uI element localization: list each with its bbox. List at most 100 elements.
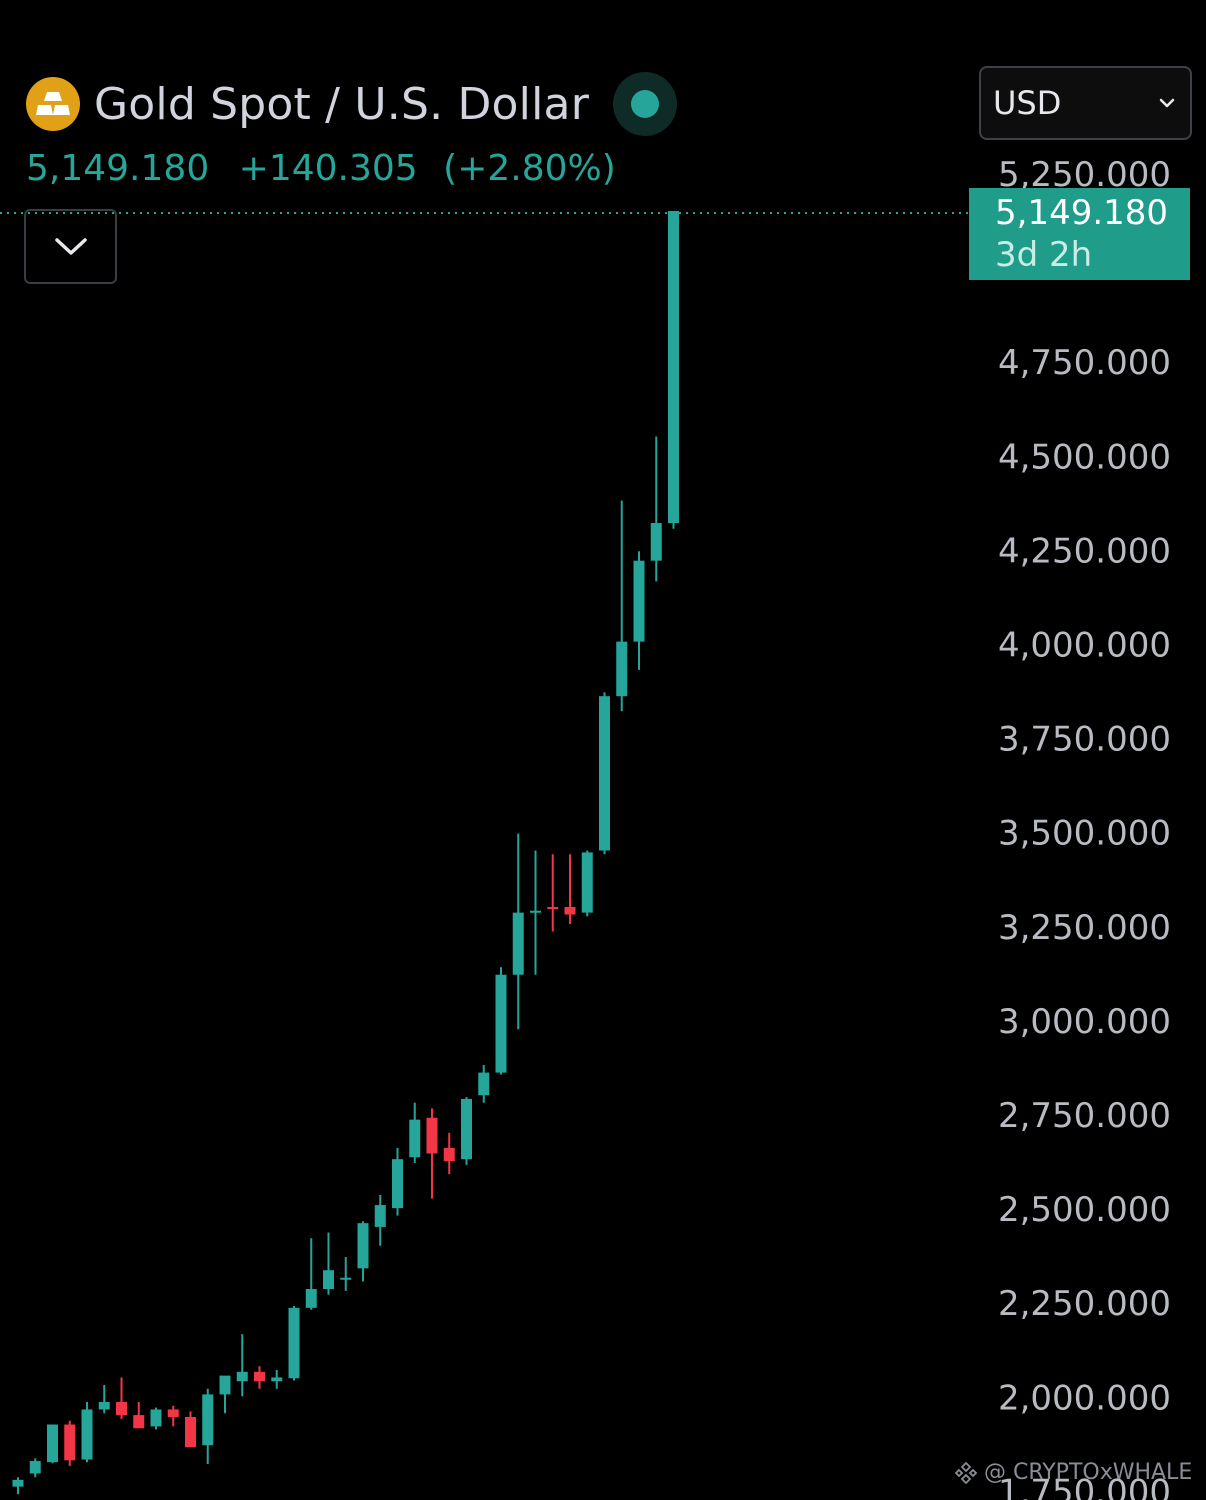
candle-body <box>650 523 662 561</box>
candle[interactable] <box>530 850 541 975</box>
candle[interactable] <box>323 1232 334 1295</box>
symbol-title: Gold Spot / U.S. Dollar <box>94 78 589 130</box>
candle[interactable] <box>81 1401 93 1463</box>
y-tick-label: 4,500.000 <box>998 437 1171 477</box>
candle-body <box>219 1375 231 1395</box>
candle[interactable] <box>599 692 610 855</box>
candle[interactable] <box>167 1405 179 1427</box>
candle-body <box>236 1371 248 1382</box>
candle-body <box>478 1072 490 1096</box>
price-change-percent: (+2.80%) <box>443 148 616 189</box>
live-status-dot-icon <box>612 72 677 136</box>
price-label-value: 5,149.180 <box>995 193 1169 233</box>
y-tick-label: 3,000.000 <box>998 1002 1171 1042</box>
y-tick-label: 4,250.000 <box>998 531 1171 571</box>
chevron-down-icon <box>54 237 87 255</box>
currency-select[interactable]: USD <box>979 66 1192 140</box>
price-change: +140.305 <box>238 148 418 189</box>
candle-body <box>530 910 541 913</box>
candle-body <box>547 906 559 909</box>
candle-body <box>495 974 507 1073</box>
candle[interactable] <box>64 1420 76 1466</box>
candle[interactable] <box>150 1407 162 1430</box>
candle[interactable] <box>116 1377 127 1419</box>
symbol-header[interactable]: Gold Spot / U.S. Dollar <box>26 72 677 136</box>
candle-body <box>288 1307 300 1379</box>
candle-body <box>305 1289 317 1308</box>
candle[interactable] <box>650 436 662 582</box>
candle[interactable] <box>12 1477 24 1495</box>
candle-body <box>409 1119 421 1158</box>
candle[interactable] <box>633 551 645 670</box>
candle[interactable] <box>288 1305 300 1381</box>
candles <box>12 210 679 1495</box>
candle-body <box>29 1461 41 1474</box>
candle[interactable] <box>616 500 628 712</box>
candle[interactable] <box>443 1132 455 1175</box>
y-tick-label: 2,500.000 <box>998 1190 1171 1230</box>
candle[interactable] <box>254 1366 265 1389</box>
y-tick-label: 3,250.000 <box>998 908 1171 948</box>
binance-logo-icon <box>954 1461 978 1484</box>
y-tick-label: 2,750.000 <box>998 1096 1171 1136</box>
candle-body <box>633 560 645 642</box>
gold-bars-icon <box>26 77 80 131</box>
candle-body <box>185 1417 196 1448</box>
candle-body <box>599 696 610 851</box>
candle[interactable] <box>547 854 559 932</box>
candle[interactable] <box>392 1147 403 1216</box>
candle-body <box>340 1277 352 1280</box>
candle[interactable] <box>185 1411 196 1448</box>
collapse-button[interactable] <box>24 209 117 284</box>
candle[interactable] <box>581 850 593 917</box>
price-summary: 5,149.180 +140.305 (+2.80%) <box>26 148 616 189</box>
y-tick-label: 2,000.000 <box>998 1378 1171 1418</box>
candle[interactable] <box>236 1334 248 1397</box>
candle[interactable] <box>271 1369 283 1389</box>
candle[interactable] <box>133 1401 145 1429</box>
candle-body <box>461 1098 472 1160</box>
watermark-text: @ CRYPTOxWHALE <box>984 1460 1193 1485</box>
candle-body <box>581 852 593 913</box>
candle[interactable] <box>219 1375 231 1414</box>
candle-body <box>271 1377 283 1382</box>
candle-body <box>323 1270 334 1290</box>
candle-body <box>133 1415 145 1429</box>
y-tick-label: 2,250.000 <box>998 1284 1171 1324</box>
candle[interactable] <box>98 1385 110 1414</box>
candle[interactable] <box>564 854 576 924</box>
candle-body <box>426 1117 438 1154</box>
chevron-down-icon <box>1159 98 1175 108</box>
y-tick-label: 3,500.000 <box>998 814 1171 854</box>
candle[interactable] <box>202 1388 214 1465</box>
candle-body <box>12 1479 24 1487</box>
candle[interactable] <box>357 1221 369 1282</box>
candle-body <box>47 1424 58 1463</box>
candle[interactable] <box>374 1194 386 1246</box>
candle-body <box>167 1409 179 1418</box>
candle-body <box>392 1159 403 1209</box>
last-price-axis-label: 5,149.180 3d 2h <box>969 188 1190 280</box>
candle-body <box>81 1409 93 1460</box>
candle-body <box>357 1223 369 1269</box>
candle[interactable] <box>29 1458 41 1478</box>
candle[interactable] <box>409 1102 421 1163</box>
candle-body <box>512 912 524 975</box>
candle[interactable] <box>668 210 679 529</box>
candle[interactable] <box>340 1257 352 1291</box>
candle-body <box>616 641 628 697</box>
price-axis: 5,250.0004,750.0004,500.0004,250.0004,00… <box>998 155 1171 1500</box>
candle-body <box>98 1401 110 1410</box>
candle[interactable] <box>478 1065 490 1103</box>
candle[interactable] <box>461 1097 472 1165</box>
candle[interactable] <box>512 833 524 1030</box>
candle-body <box>668 210 679 524</box>
candle[interactable] <box>495 967 507 1075</box>
candle[interactable] <box>426 1108 438 1199</box>
candle-body <box>202 1394 214 1446</box>
candle[interactable] <box>305 1238 317 1310</box>
currency-value: USD <box>993 84 1062 122</box>
candle[interactable] <box>47 1424 58 1464</box>
last-price: 5,149.180 <box>26 148 210 189</box>
